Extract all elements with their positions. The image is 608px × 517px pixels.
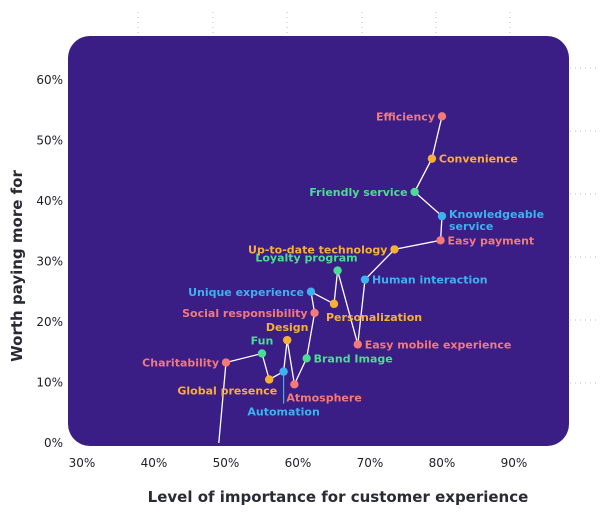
x-tick-label: 50% <box>213 456 240 470</box>
data-point <box>302 354 311 363</box>
data-point <box>333 266 342 275</box>
data-labels: Charitability Fun Global presence Automatio… <box>142 110 544 418</box>
point-label: Charitability <box>142 357 219 370</box>
data-point <box>290 380 299 389</box>
data-point <box>329 299 339 309</box>
guide-lines <box>137 12 600 384</box>
data-point <box>437 211 447 221</box>
y-axis-title: Worth paying more for <box>8 170 26 362</box>
data-point <box>390 245 399 254</box>
x-tick-label: 90% <box>501 456 528 470</box>
y-tick-label: 60% <box>36 73 63 87</box>
data-point <box>306 287 316 296</box>
point-label: Atmosphere <box>286 391 361 404</box>
data-point <box>265 375 274 384</box>
y-tick-label: 30% <box>36 255 63 269</box>
point-label: Social responsibility <box>182 307 307 320</box>
x-tick-label: 60% <box>285 456 312 470</box>
point-label: Loyalty program <box>255 252 357 265</box>
x-tick-label: 40% <box>141 456 168 470</box>
y-axis: 0% 10% 20% 30% 40% 50% 60% <box>36 73 63 450</box>
data-point <box>437 112 447 121</box>
point-label: Global presence <box>177 384 277 397</box>
y-tick-label: 20% <box>36 315 63 329</box>
data-point <box>279 367 288 376</box>
y-tick-label: 50% <box>36 134 63 148</box>
point-label: Fun <box>251 334 274 347</box>
y-tick-label: 0% <box>44 436 63 450</box>
point-label: Easy mobile experience <box>365 338 512 351</box>
data-point <box>283 335 292 345</box>
point-label: Personalization <box>326 311 422 324</box>
x-tick-label: 70% <box>357 456 384 470</box>
data-point <box>427 154 437 163</box>
point-label: Brand Image <box>314 352 393 365</box>
point-label: Convenience <box>439 153 518 166</box>
point-label: Easy payment <box>448 234 535 247</box>
data-point <box>221 358 231 367</box>
point-label: Knowledgeable service <box>449 208 544 233</box>
data-point <box>257 349 267 358</box>
point-label: Efficiency <box>376 110 435 123</box>
point-label: Design <box>266 321 309 334</box>
point-label: Friendly service <box>309 186 407 199</box>
x-axis: 30% 40% 50% 60% 70% 80% 90% <box>69 456 528 470</box>
y-tick-label: 40% <box>36 194 63 208</box>
point-label: Unique experience <box>188 286 304 299</box>
data-point <box>360 275 370 284</box>
data-points <box>221 112 447 404</box>
point-label: Automation <box>247 406 319 419</box>
x-tick-label: 30% <box>69 456 96 470</box>
y-tick-label: 10% <box>36 376 63 390</box>
data-point <box>353 340 362 349</box>
data-point <box>310 308 319 318</box>
plot-background <box>68 36 569 446</box>
data-point <box>436 236 445 245</box>
point-label: Up-to-date technology <box>248 243 387 256</box>
x-axis-title: Level of importance for customer experie… <box>148 488 529 506</box>
x-tick-label: 80% <box>429 456 456 470</box>
point-label: Human interaction <box>372 274 488 287</box>
data-point <box>410 187 419 197</box>
